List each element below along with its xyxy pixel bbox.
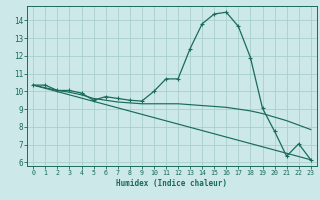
X-axis label: Humidex (Indice chaleur): Humidex (Indice chaleur) xyxy=(116,179,228,188)
